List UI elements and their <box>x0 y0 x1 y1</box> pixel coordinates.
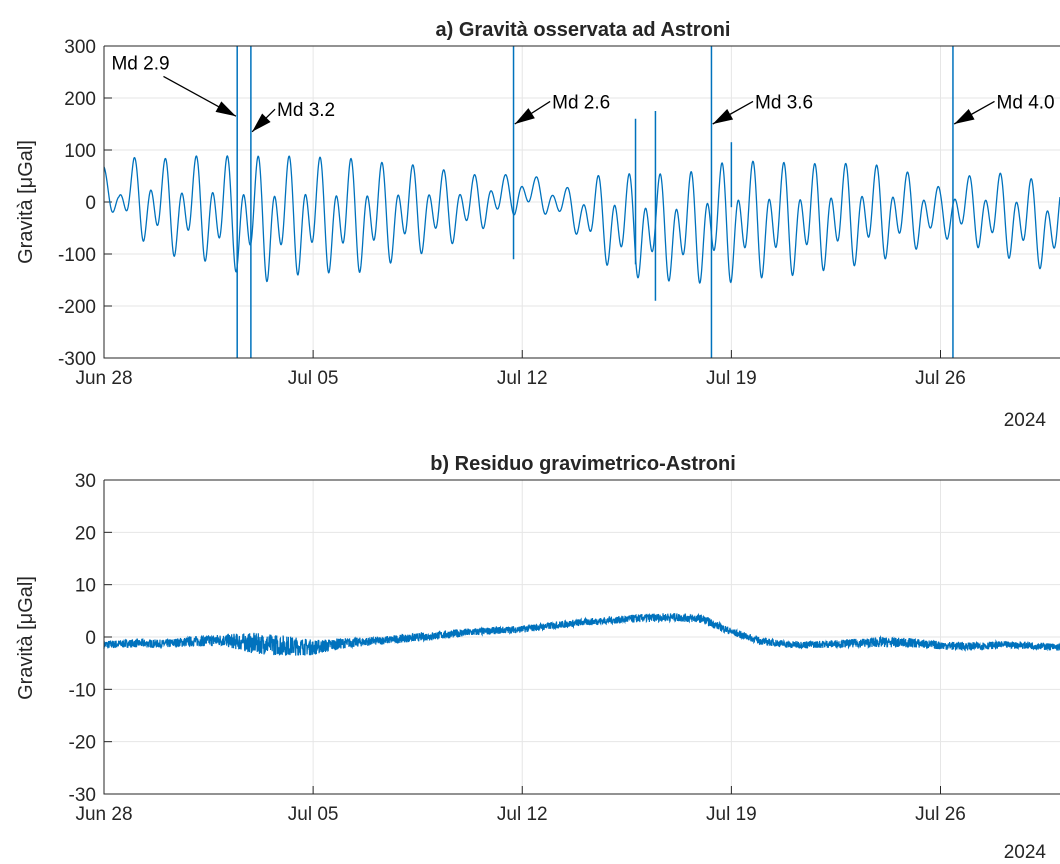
series-line <box>103 155 1060 284</box>
x-tick-label: Jun 28 <box>75 804 132 825</box>
panel-a-year-label: 2024 <box>1004 410 1047 431</box>
y-tick-label: -300 <box>58 349 96 370</box>
panel-b-y-axis-label: Gravità [μGal] <box>15 576 37 700</box>
annotation-label: Md 3.6 <box>755 92 813 113</box>
annotation-arrow-head <box>215 101 236 117</box>
x-tick-label: Jul 19 <box>706 368 757 389</box>
x-tick-label: Jul 05 <box>288 368 339 389</box>
y-tick-label: 10 <box>75 576 96 597</box>
panel-a-axes-frame <box>103 46 1060 359</box>
x-tick-label: Jul 26 <box>915 804 966 825</box>
y-tick-label: -30 <box>69 785 96 806</box>
annotation-arrow-head <box>954 108 975 124</box>
y-tick-label: -20 <box>69 733 96 754</box>
y-tick-label: 0 <box>85 193 96 214</box>
panel-a-spikes <box>236 46 954 358</box>
y-tick-label: 30 <box>75 471 96 492</box>
y-tick-label: -100 <box>58 245 96 266</box>
panel-b-series <box>103 612 1060 656</box>
x-tick-label: Jul 26 <box>915 368 966 389</box>
panel-a-y-ticks: 300 200 100 0 -100 -200 -300 <box>58 37 112 370</box>
y-tick-label: 300 <box>64 37 96 58</box>
panel-a-annotations: Md 2.9 Md 3.2 Md 2.6 Md 3.6 Md 4.0 <box>111 53 1055 133</box>
panel-b-title: b) Residuo gravimetrico-Astroni <box>430 453 736 475</box>
x-tick-label: Jun 28 <box>75 368 132 389</box>
panel-b-y-ticks: 30 20 10 0 -10 -20 -30 <box>69 471 112 806</box>
y-tick-label: -200 <box>58 297 96 318</box>
panel-a: a) Gravità osservata ad Astroni 300 200 10… <box>15 19 1060 431</box>
annotation-arrow-head <box>712 108 734 124</box>
panel-a-y-axis-label: Gravità [μGal] <box>15 140 37 264</box>
annotation-arrow-head <box>514 108 535 124</box>
panel-a-title: a) Gravità osservata ad Astroni <box>436 19 731 41</box>
annotation-label: Md 2.9 <box>111 53 169 74</box>
panel-b: b) Residuo gravimetrico-Astroni 30 20 10 0 -… <box>15 453 1060 863</box>
annotation-label: Md 4.0 <box>997 92 1055 113</box>
series-line <box>103 612 1060 656</box>
x-tick-label: Jul 12 <box>497 804 548 825</box>
panel-b-year-label: 2024 <box>1004 842 1047 863</box>
annotation-arrow-head <box>252 113 271 132</box>
panel-a-series <box>103 155 1060 284</box>
y-tick-label: -10 <box>69 680 96 701</box>
panel-a-x-ticks: Jun 28 Jul 05 Jul 12 Jul 19 Jul 26 <box>75 350 966 389</box>
panel-b-x-ticks: Jun 28 Jul 05 Jul 12 Jul 19 Jul 26 <box>75 786 966 825</box>
y-tick-label: 200 <box>64 89 96 110</box>
x-tick-label: Jul 12 <box>497 368 548 389</box>
x-tick-label: Jul 05 <box>288 804 339 825</box>
y-tick-label: 0 <box>85 628 96 649</box>
annotation-label: Md 3.2 <box>277 100 335 121</box>
x-tick-label: Jul 19 <box>706 804 757 825</box>
y-tick-label: 100 <box>64 141 96 162</box>
annotation-label: Md 2.6 <box>552 92 610 113</box>
y-tick-label: 20 <box>75 523 96 544</box>
panel-b-axes-frame <box>103 480 1060 795</box>
